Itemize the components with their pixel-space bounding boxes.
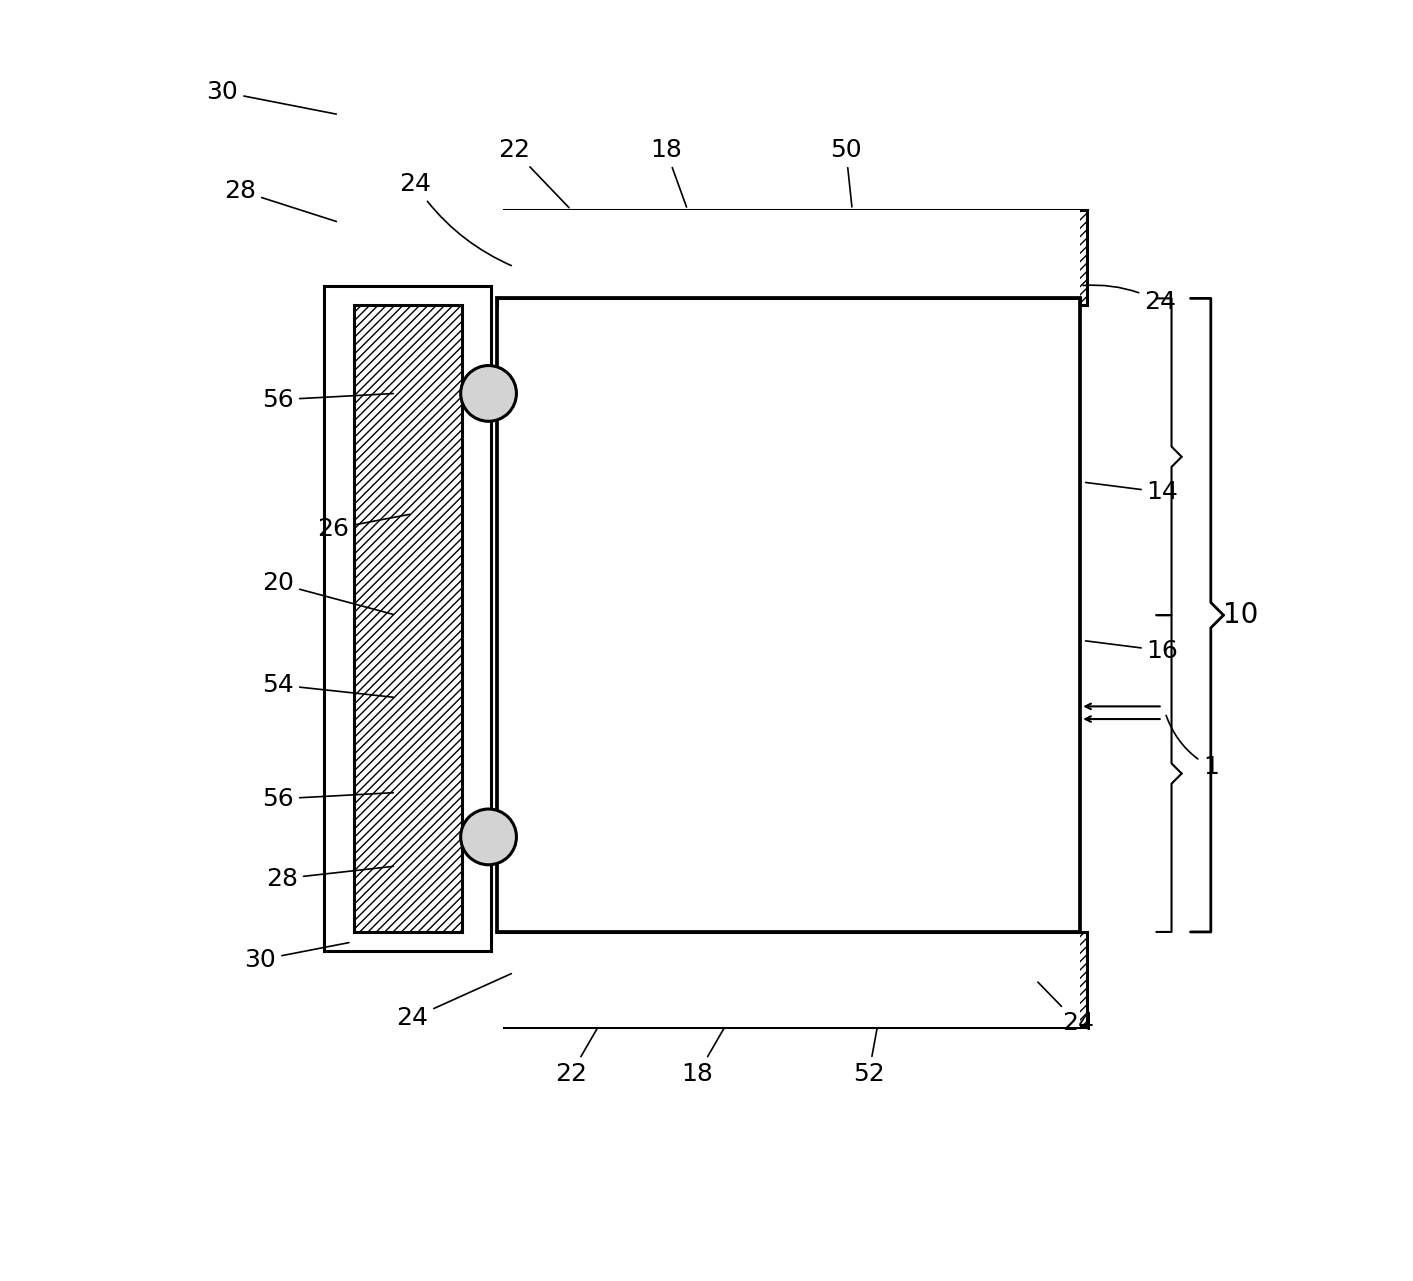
Bar	[497, 933, 1081, 1027]
Text: 56: 56	[263, 787, 393, 811]
Text: 18: 18	[650, 138, 687, 208]
Text: 16: 16	[1085, 639, 1178, 662]
Circle shape	[461, 810, 516, 865]
Text: 22: 22	[497, 138, 569, 208]
Text: 24: 24	[1039, 983, 1094, 1035]
Text: 24: 24	[1084, 286, 1176, 314]
Text: 14: 14	[1085, 480, 1178, 505]
Text: 30: 30	[244, 943, 349, 972]
Text: 26: 26	[317, 514, 410, 541]
Text: 56: 56	[263, 388, 393, 411]
Bar	[504, 210, 1087, 305]
Text: 20: 20	[263, 571, 393, 615]
Text: 24: 24	[397, 974, 512, 1030]
Text: 10: 10	[1224, 601, 1259, 629]
Bar	[504, 210, 1087, 305]
Bar	[355, 305, 462, 933]
Text: 50: 50	[829, 138, 862, 208]
Bar	[355, 305, 462, 933]
Text: 18: 18	[681, 1029, 723, 1086]
Text: 22: 22	[555, 1029, 598, 1086]
Bar	[324, 286, 492, 951]
Text: 28: 28	[266, 866, 393, 890]
Text: 24: 24	[398, 173, 512, 265]
Text: 1: 1	[1166, 715, 1219, 779]
Text: 28: 28	[225, 178, 336, 222]
Bar	[504, 933, 1087, 1027]
Text: 52: 52	[853, 1029, 885, 1086]
Text: 54: 54	[263, 673, 393, 697]
Text: 30: 30	[206, 79, 336, 114]
Circle shape	[461, 365, 516, 421]
Bar	[504, 933, 1087, 1027]
Bar	[497, 298, 1081, 933]
Bar	[497, 210, 1081, 298]
